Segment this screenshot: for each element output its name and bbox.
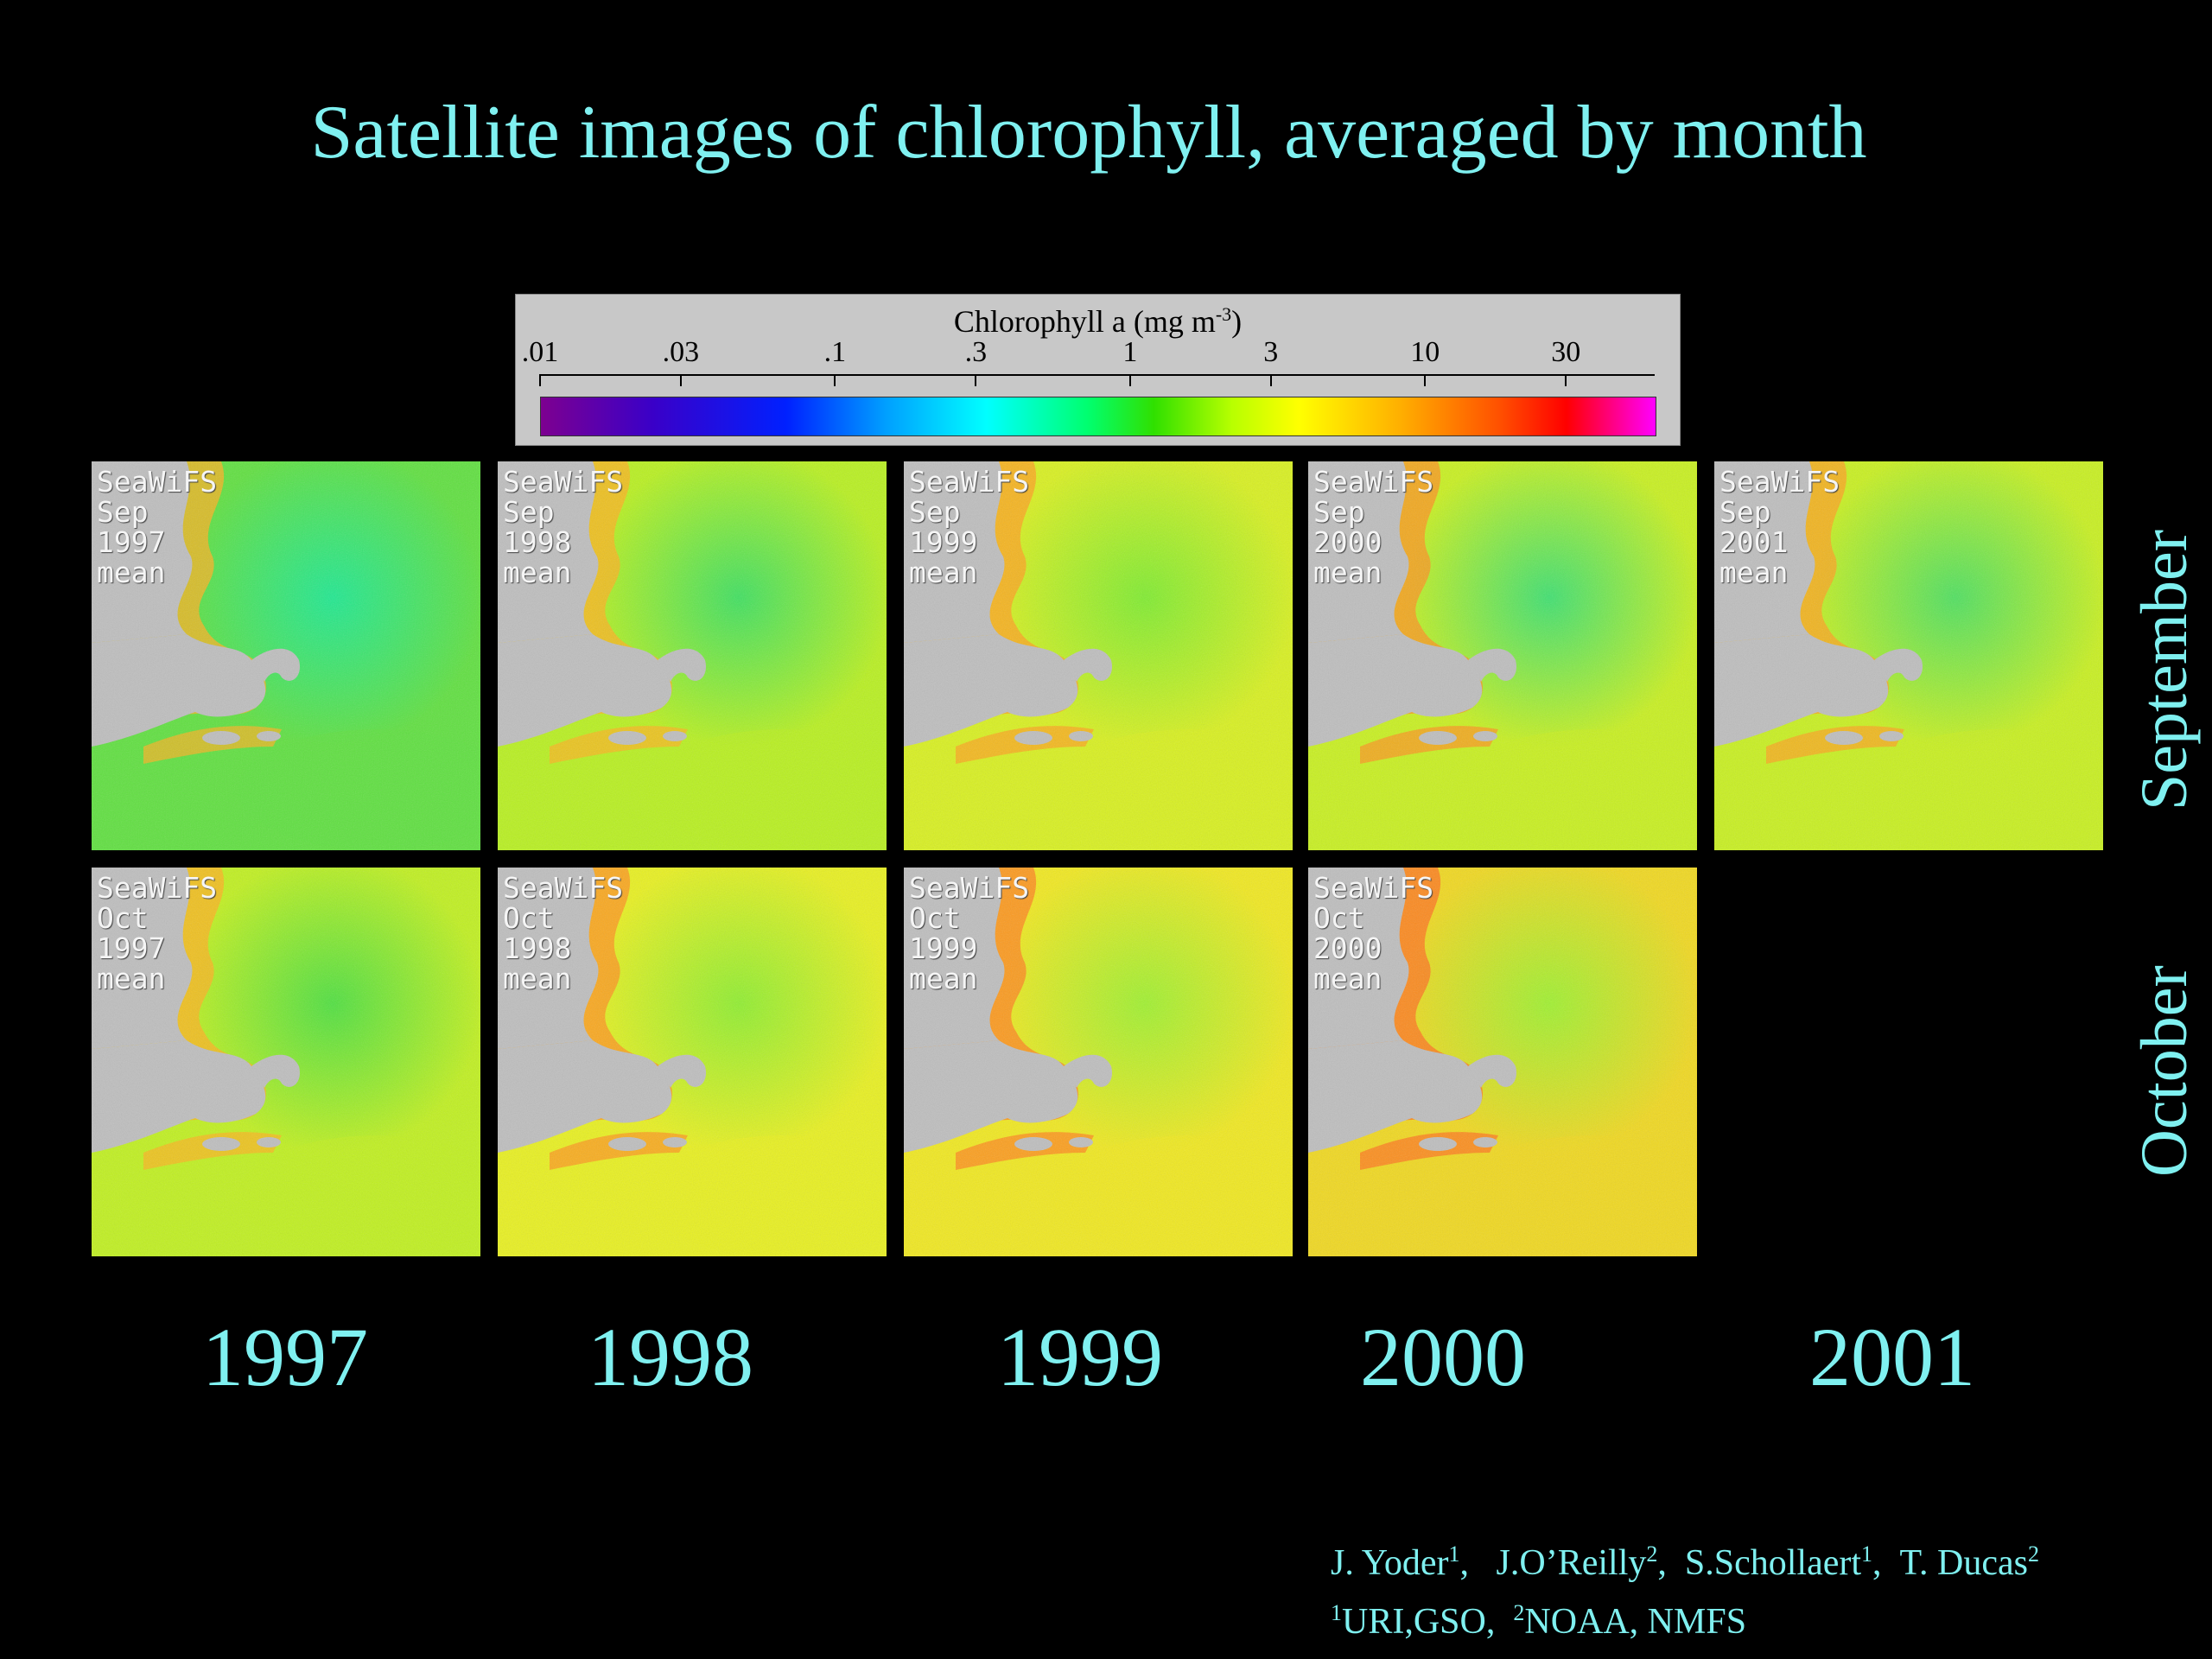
color-bar-tick-label: 10 bbox=[1410, 336, 1440, 368]
panel-label: SeaWiFS Sep 2001 mean bbox=[1719, 465, 1840, 589]
color-bar-tick-mark bbox=[1128, 374, 1131, 386]
year-label-1998: 1998 bbox=[588, 1311, 753, 1403]
color-bar-tick-mark bbox=[679, 374, 682, 386]
color-bar-tick-mark bbox=[975, 374, 977, 386]
color-bar-tick-label: .1 bbox=[823, 336, 847, 368]
map-sep-1997: SeaWiFS Sep 1997 mean bbox=[92, 461, 480, 850]
chlorophyll-map-image bbox=[904, 868, 1293, 1256]
color-bar-tick-mark bbox=[1269, 374, 1272, 386]
map-sep-2000: SeaWiFS Sep 2000 mean bbox=[1308, 461, 1697, 850]
panel-label: SeaWiFS Sep 1998 mean bbox=[503, 465, 624, 589]
color-bar-tick-mark bbox=[834, 374, 836, 386]
year-label-2000: 2000 bbox=[1360, 1311, 1526, 1403]
author-credits: J. Yoder1, J.O’Reilly2, S.Schollaert1, T… bbox=[1331, 1529, 2039, 1647]
color-bar-tick-label: 30 bbox=[1551, 336, 1581, 368]
chlorophyll-map-image bbox=[1714, 461, 2103, 850]
color-bar-tick-label: .03 bbox=[662, 336, 700, 368]
author-line: J. Yoder1, J.O’Reilly2, S.Schollaert1, T… bbox=[1331, 1541, 2040, 1583]
chlorophyll-color-bar: Chlorophyll a (mg m-3) .01 .03 .1 .3 1 3 10 30 bbox=[515, 294, 1681, 446]
row-label-september: September bbox=[2128, 529, 2201, 810]
color-bar-tick-label: 1 bbox=[1122, 336, 1138, 368]
color-bar-tick-label: .3 bbox=[964, 336, 988, 368]
panel-label: SeaWiFS Oct 1999 mean bbox=[909, 871, 1030, 995]
map-oct-2000: SeaWiFS Oct 2000 mean bbox=[1308, 868, 1697, 1256]
map-sep-1998: SeaWiFS Sep 1998 mean bbox=[498, 461, 887, 850]
color-bar-axis bbox=[540, 374, 1655, 376]
color-bar-tick-mark bbox=[539, 374, 541, 386]
chlorophyll-map-image bbox=[498, 461, 887, 850]
map-sep-2001: SeaWiFS Sep 2001 mean bbox=[1714, 461, 2103, 850]
color-bar-tick-mark bbox=[1424, 374, 1427, 386]
map-oct-1997: SeaWiFS Oct 1997 mean bbox=[92, 868, 480, 1256]
map-oct-1998: SeaWiFS Oct 1998 mean bbox=[498, 868, 887, 1256]
panel-label: SeaWiFS Sep 2000 mean bbox=[1313, 465, 1434, 589]
panel-label: SeaWiFS Sep 1997 mean bbox=[97, 465, 218, 589]
color-bar-tick-label: 3 bbox=[1263, 336, 1279, 368]
panel-label: SeaWiFS Oct 1998 mean bbox=[503, 871, 624, 995]
affiliation-line: 1URI,GSO, 2NOAA, NMFS bbox=[1331, 1600, 1747, 1642]
year-label-1999: 1999 bbox=[997, 1311, 1163, 1403]
chlorophyll-map-image bbox=[1308, 868, 1697, 1256]
panel-label: SeaWiFS Sep 1999 mean bbox=[909, 465, 1030, 589]
map-oct-1999: SeaWiFS Oct 1999 mean bbox=[904, 868, 1293, 1256]
color-bar-tick-mark bbox=[1565, 374, 1567, 386]
panel-label: SeaWiFS Oct 1997 mean bbox=[97, 871, 218, 995]
chlorophyll-map-image bbox=[92, 461, 480, 850]
chlorophyll-map-image bbox=[1308, 461, 1697, 850]
year-label-1997: 1997 bbox=[202, 1311, 368, 1403]
panel-label: SeaWiFS Oct 2000 mean bbox=[1313, 871, 1434, 995]
row-label-october: October bbox=[2128, 965, 2201, 1177]
color-bar-title: Chlorophyll a (mg m-3) bbox=[953, 303, 1243, 339]
map-sep-1999: SeaWiFS Sep 1999 mean bbox=[904, 461, 1293, 850]
chlorophyll-map-image bbox=[498, 868, 887, 1256]
slide-title: Satellite images of chlorophyll, average… bbox=[310, 91, 1867, 175]
year-label-2001: 2001 bbox=[1809, 1311, 1975, 1403]
color-gradient-strip bbox=[540, 397, 1656, 436]
chlorophyll-map-image bbox=[92, 868, 480, 1256]
color-bar-tick-label: .01 bbox=[521, 336, 559, 368]
chlorophyll-map-image bbox=[904, 461, 1293, 850]
